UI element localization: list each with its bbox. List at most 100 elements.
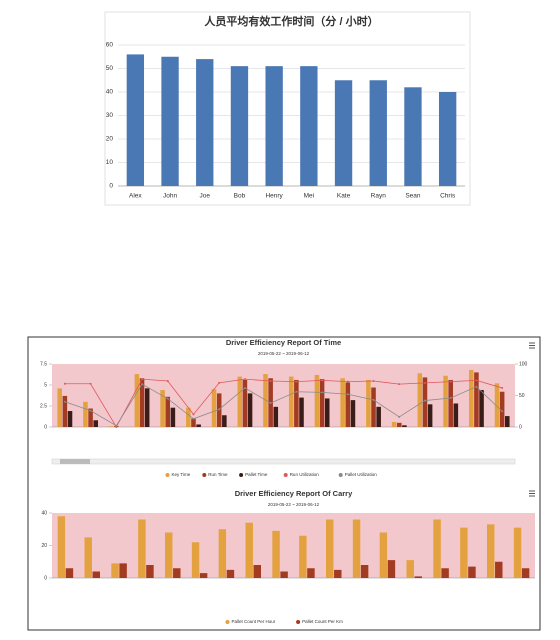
legend-label: Pallet Utilization (345, 472, 378, 477)
line-point (321, 379, 324, 382)
bar (369, 80, 387, 186)
bar (108, 426, 114, 427)
chart-title: 人员平均有效工作时间（分 / 小时） (204, 14, 378, 28)
bar (495, 561, 503, 578)
line-point (295, 390, 298, 393)
bar (165, 532, 173, 578)
legend-swatch (296, 620, 301, 624)
line-point (63, 400, 66, 403)
x-tick-label: Alex (129, 193, 142, 200)
line (64, 378, 503, 428)
y-tick-label: 7.5 (40, 361, 47, 367)
bar (314, 374, 320, 427)
x-tick-label: Rayn (371, 193, 387, 200)
bar (144, 388, 150, 427)
y-tick-label: 0 (109, 183, 113, 190)
bar (387, 560, 396, 578)
bar (280, 571, 288, 578)
bar (460, 527, 468, 578)
bar (196, 59, 214, 186)
menu-icon[interactable] (529, 342, 535, 349)
line-point (449, 380, 452, 383)
bar (88, 408, 93, 427)
bar (499, 391, 505, 427)
bar (126, 54, 145, 187)
line-point (398, 415, 401, 418)
bar (199, 573, 208, 578)
bar (242, 379, 248, 427)
bar (67, 411, 73, 427)
scroll-track[interactable] (51, 458, 516, 465)
bar (62, 395, 68, 427)
bar (230, 66, 249, 186)
x-tick-label: Chris (440, 193, 456, 200)
y-tick-label: 2.5 (40, 403, 47, 409)
line-point (449, 397, 452, 400)
bar (211, 389, 217, 427)
bar (371, 387, 376, 427)
bar (422, 377, 428, 427)
line-point (423, 381, 426, 384)
line-point (141, 383, 144, 386)
bar (119, 563, 127, 578)
y-tick-label: 60 (106, 42, 114, 49)
y-tick-label: 40 (106, 89, 114, 96)
bar (84, 537, 92, 578)
legend-label: Key Time (172, 472, 191, 477)
line-point (166, 380, 169, 383)
bar (237, 376, 243, 427)
line-point (295, 380, 298, 383)
bar (263, 374, 268, 427)
bar (196, 424, 201, 427)
plot-background (52, 513, 535, 578)
scrollbar[interactable] (51, 458, 516, 465)
bar (57, 516, 66, 578)
plot-background (52, 364, 515, 427)
bar (92, 571, 100, 578)
y2-tick-label: 100 (519, 361, 528, 367)
scroll-thumb[interactable] (60, 459, 90, 464)
bar (345, 382, 351, 427)
bar (247, 393, 253, 427)
bar (479, 390, 484, 427)
legend-swatch (225, 620, 230, 624)
bar (326, 519, 334, 578)
bar (307, 568, 315, 578)
menu-icon[interactable] (529, 490, 535, 497)
line-point (218, 408, 221, 411)
line-point (501, 386, 504, 389)
line-point (141, 378, 144, 381)
bar (417, 373, 423, 427)
bar (414, 576, 422, 578)
line-point (475, 385, 478, 388)
bar (366, 379, 371, 427)
line-point (89, 382, 92, 385)
x-tick-label: Mei (304, 193, 314, 200)
bar (65, 568, 74, 578)
legend-swatch (283, 473, 288, 477)
bar (160, 390, 165, 427)
legend-swatch (165, 473, 170, 477)
bar (402, 425, 407, 427)
line-point (166, 397, 169, 400)
bar (288, 376, 294, 427)
line-point (269, 380, 272, 383)
bar (218, 529, 227, 578)
bar (161, 56, 179, 186)
bar (513, 527, 522, 578)
line-point (475, 379, 478, 382)
bar (299, 397, 304, 427)
bar (300, 66, 318, 186)
bar (272, 530, 280, 578)
bar (487, 524, 495, 578)
bar (340, 378, 345, 427)
bar (324, 398, 330, 427)
bar (350, 400, 356, 427)
y2-tick-label: 0 (519, 424, 522, 430)
y-tick-label: 30 (106, 112, 114, 119)
y-tick-label: 0 (44, 424, 47, 430)
bar (165, 396, 171, 427)
line-point (218, 381, 221, 384)
line-point (115, 424, 118, 427)
bar (319, 379, 325, 427)
